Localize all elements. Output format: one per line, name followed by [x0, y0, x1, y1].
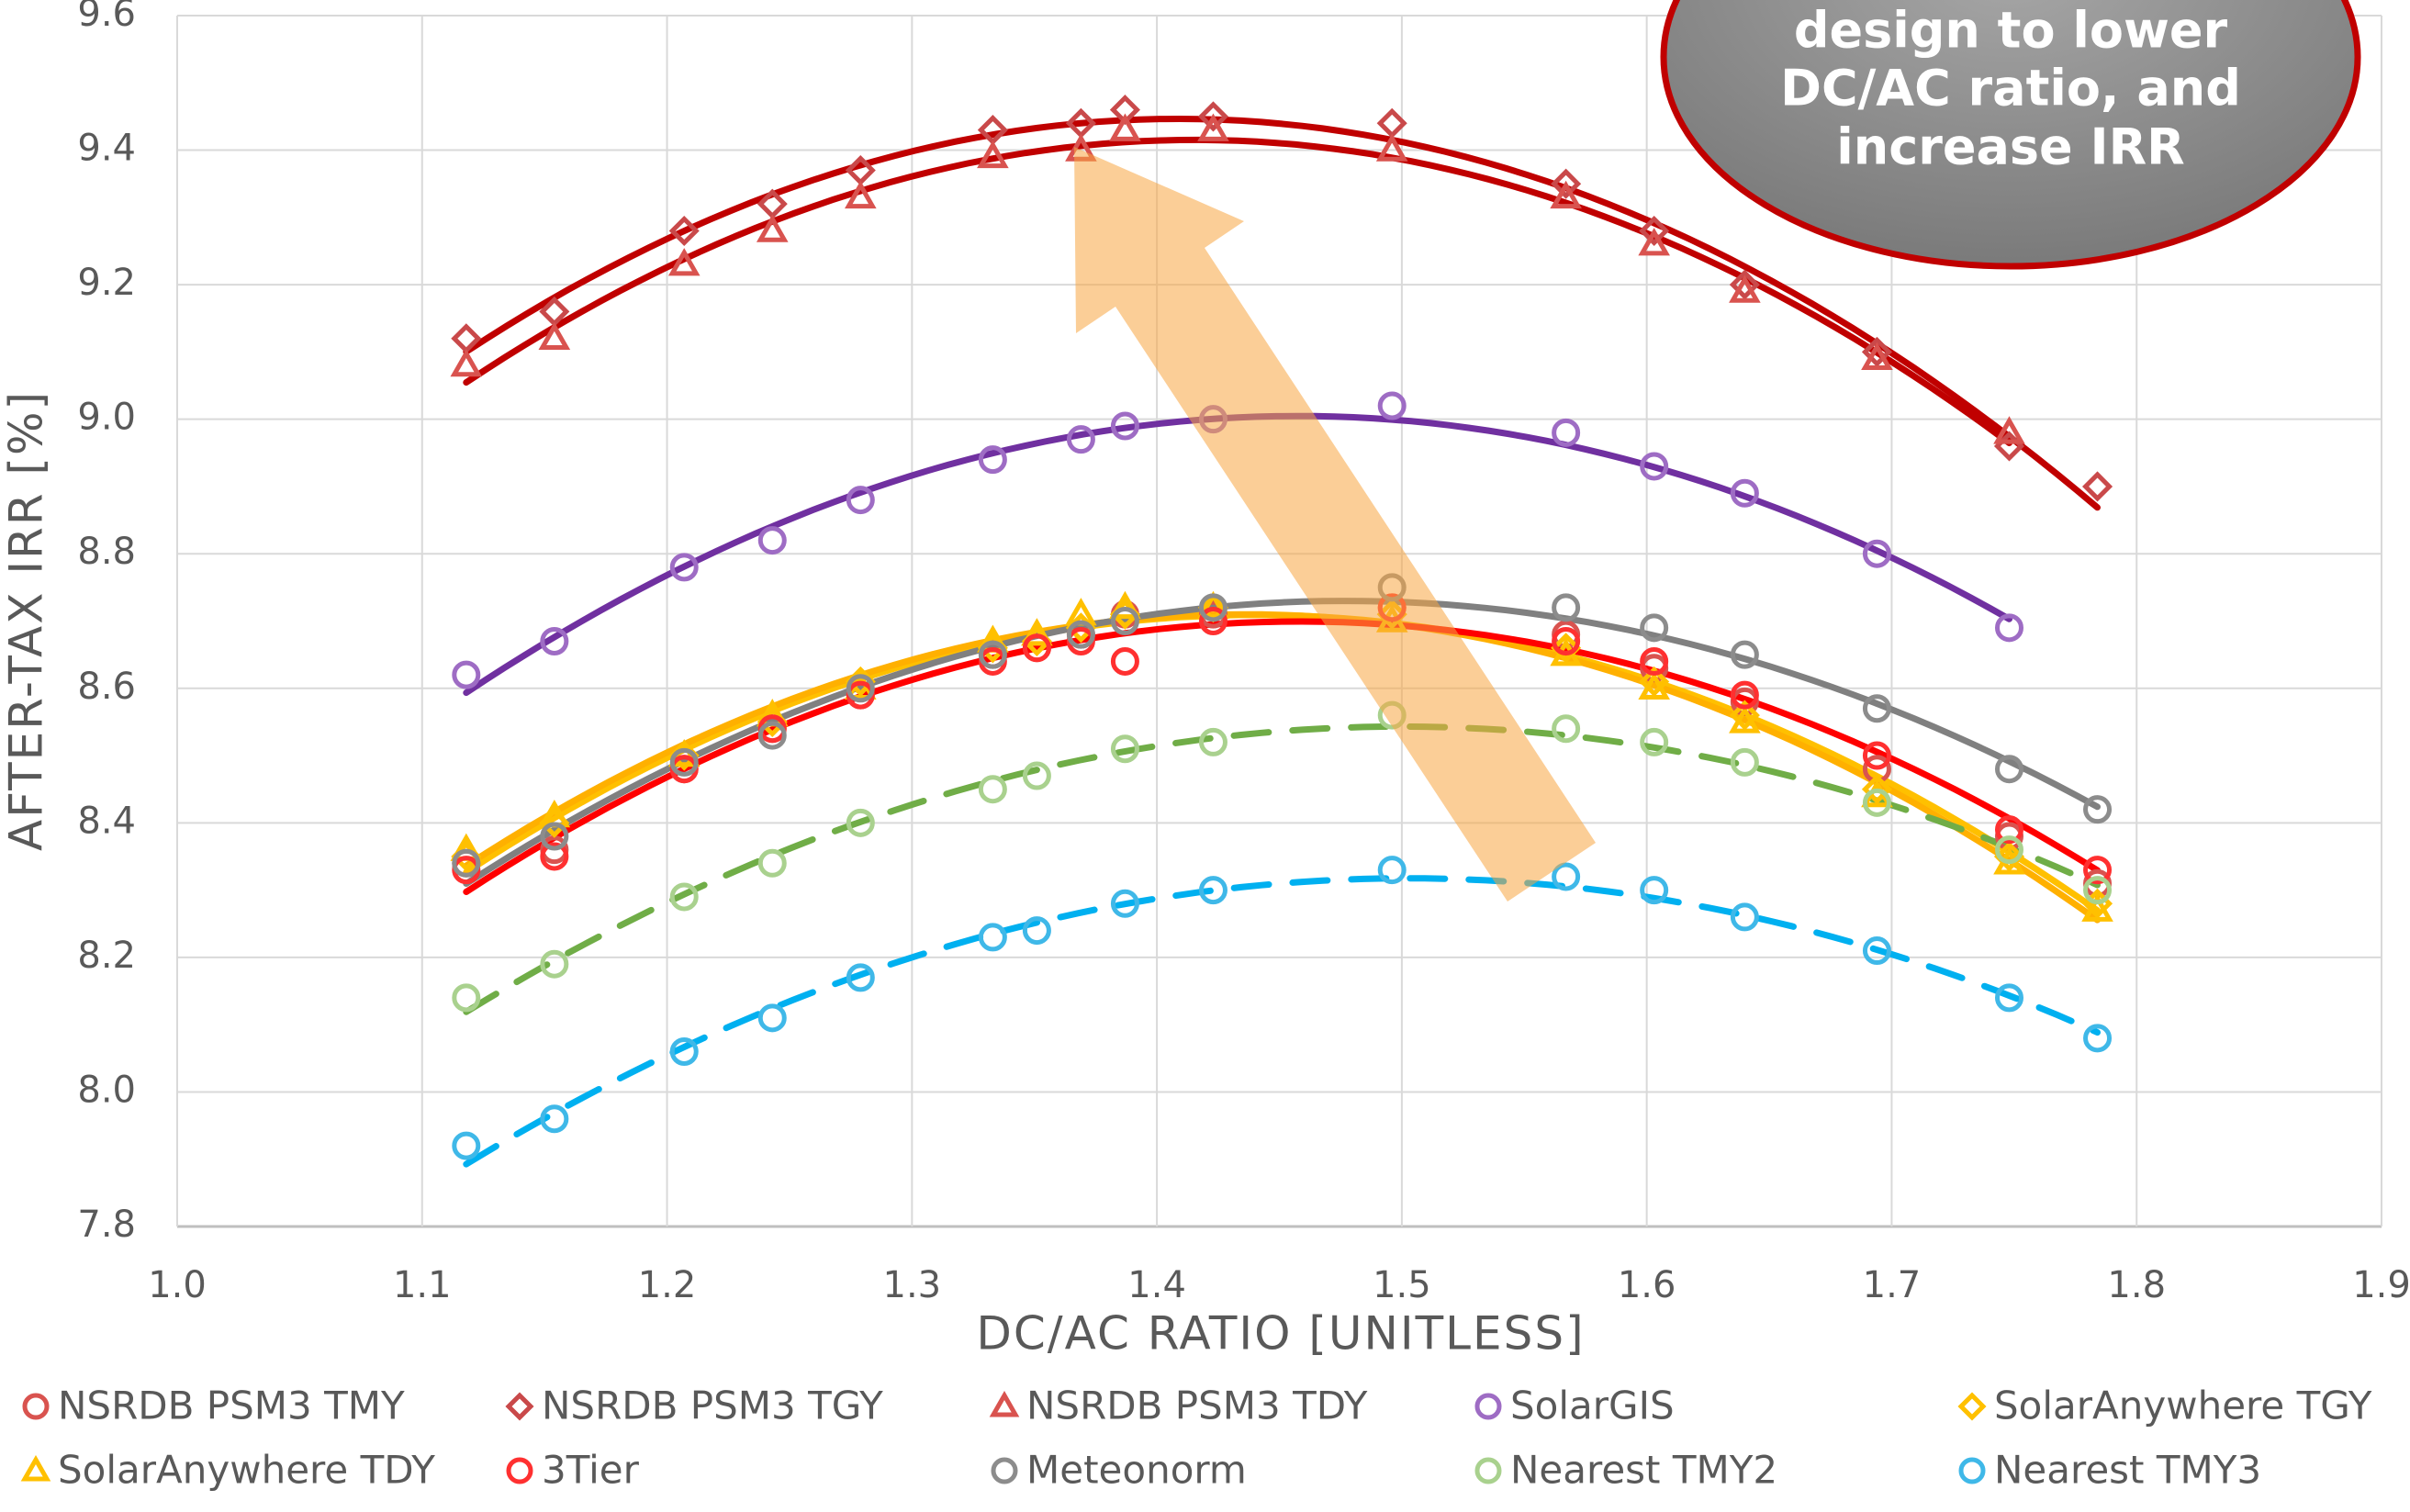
marker: [1113, 649, 1137, 673]
legend-item: Nearest TMY2: [1477, 1448, 1777, 1493]
x-tick-label: 1.8: [2107, 1264, 2166, 1306]
y-tick-label: 9.6: [77, 0, 136, 35]
legend-label: NSRDB PSM3 TDY: [1026, 1383, 1368, 1428]
legend-marker: [993, 1395, 1015, 1415]
y-tick-label: 9.0: [77, 397, 136, 439]
trendline: [466, 622, 2098, 892]
marker: [981, 778, 1004, 801]
x-tick-label: 1.3: [883, 1264, 942, 1306]
x-tick-label: 1.0: [148, 1264, 207, 1306]
y-tick-label: 8.8: [77, 531, 136, 573]
legend-marker: [509, 1395, 531, 1417]
legend-item: Nearest TMY3: [1961, 1448, 2261, 1493]
x-tick-label: 1.6: [1618, 1264, 1676, 1306]
y-tick-label: 9.4: [77, 128, 136, 170]
marker: [2086, 475, 2110, 498]
marker: [1732, 905, 1756, 929]
y-axis-title: AFTER-TAX IRR [%]: [0, 390, 53, 851]
marker: [1380, 111, 1404, 135]
legend-marker: [509, 1460, 531, 1482]
marker: [1554, 420, 1578, 444]
legend-marker: [1477, 1460, 1499, 1482]
legend-marker: [1961, 1460, 1983, 1482]
marker: [760, 1006, 784, 1030]
legend-item: Meteonorm: [993, 1448, 1247, 1493]
marker: [454, 986, 478, 1010]
arrow: [1074, 147, 1596, 902]
legend-label: NSRDB PSM3 TGY: [542, 1383, 883, 1428]
marker: [454, 353, 478, 375]
legend-marker: [993, 1460, 1015, 1482]
marker: [981, 925, 1004, 949]
x-tick-label: 1.7: [1863, 1264, 1922, 1306]
legend-item: NSRDB PSM3 TDY: [993, 1383, 1368, 1428]
marker: [1554, 717, 1578, 741]
legend-item: NSRDB PSM3 TGY: [509, 1383, 883, 1428]
legend-label: SolarAnywhere TDY: [58, 1448, 435, 1493]
legend-label: SolarGIS: [1510, 1383, 1675, 1428]
marker: [1380, 858, 1404, 882]
legend-marker: [25, 1460, 47, 1479]
x-axis-title: DC/AC RATIO [UNITLESS]: [976, 1307, 1585, 1361]
legend: NSRDB PSM3 TMY NSRDB PSM3 TGY NSRDB PSM3 T…: [25, 1383, 2372, 1493]
y-tick-label: 7.8: [77, 1204, 136, 1246]
y-tick-label: 8.0: [77, 1069, 136, 1111]
legend-item: SolarAnywhere TDY: [25, 1448, 435, 1493]
legend-label: Nearest TMY3: [1994, 1448, 2261, 1493]
legend-label: NSRDB PSM3 TMY: [58, 1383, 405, 1428]
annotation-line: DC/AC ratio, and: [1780, 60, 2241, 118]
y-tick-label: 8.4: [77, 800, 136, 842]
legend-label: 3Tier: [542, 1448, 640, 1493]
annotation-layer: design to lower DC/AC ratio, and increas…: [1074, 0, 2358, 902]
legend-item: SolarAnywhere TGY: [1961, 1383, 2372, 1428]
trendline: [466, 615, 2098, 911]
chart: 7.8 8.0 8.2 8.4 8.6 8.8 9.0 9.2 9.4 9.6 1.0 1.1 1.2 1…: [0, 0, 2410, 1512]
marker: [1380, 394, 1404, 418]
y-tick-label: 9.2: [77, 262, 136, 304]
marker: [760, 529, 784, 553]
x-tick-label: 1.1: [393, 1264, 452, 1306]
x-tick-label: 1.2: [638, 1264, 697, 1306]
marker: [454, 663, 478, 687]
x-tick-label: 1.4: [1127, 1264, 1186, 1306]
trendline: [466, 879, 2098, 1164]
y-tick-label: 8.6: [77, 666, 136, 708]
annotation-line: design to lower: [1794, 2, 2228, 60]
legend-item: SolarGIS: [1477, 1383, 1675, 1428]
x-tick-label: 1.9: [2352, 1264, 2410, 1306]
x-tick-label: 1.5: [1373, 1264, 1431, 1306]
legend-label: Meteonorm: [1026, 1448, 1247, 1493]
legend-label: Nearest TMY2: [1510, 1448, 1777, 1493]
legend-item: 3Tier: [509, 1448, 640, 1493]
legend-label: SolarAnywhere TGY: [1994, 1383, 2372, 1428]
annotation-line: increase IRR: [1836, 118, 2184, 176]
legend-marker: [25, 1395, 47, 1417]
legend-item: NSRDB PSM3 TMY: [25, 1383, 405, 1428]
marker: [454, 1134, 478, 1158]
legend-marker: [1961, 1395, 1983, 1417]
plot: [454, 98, 2110, 1165]
legend-marker: [1477, 1395, 1499, 1417]
y-tick-label: 8.2: [77, 935, 136, 977]
marker: [1554, 865, 1578, 889]
marker: [760, 851, 784, 875]
trendline: [466, 614, 2098, 920]
